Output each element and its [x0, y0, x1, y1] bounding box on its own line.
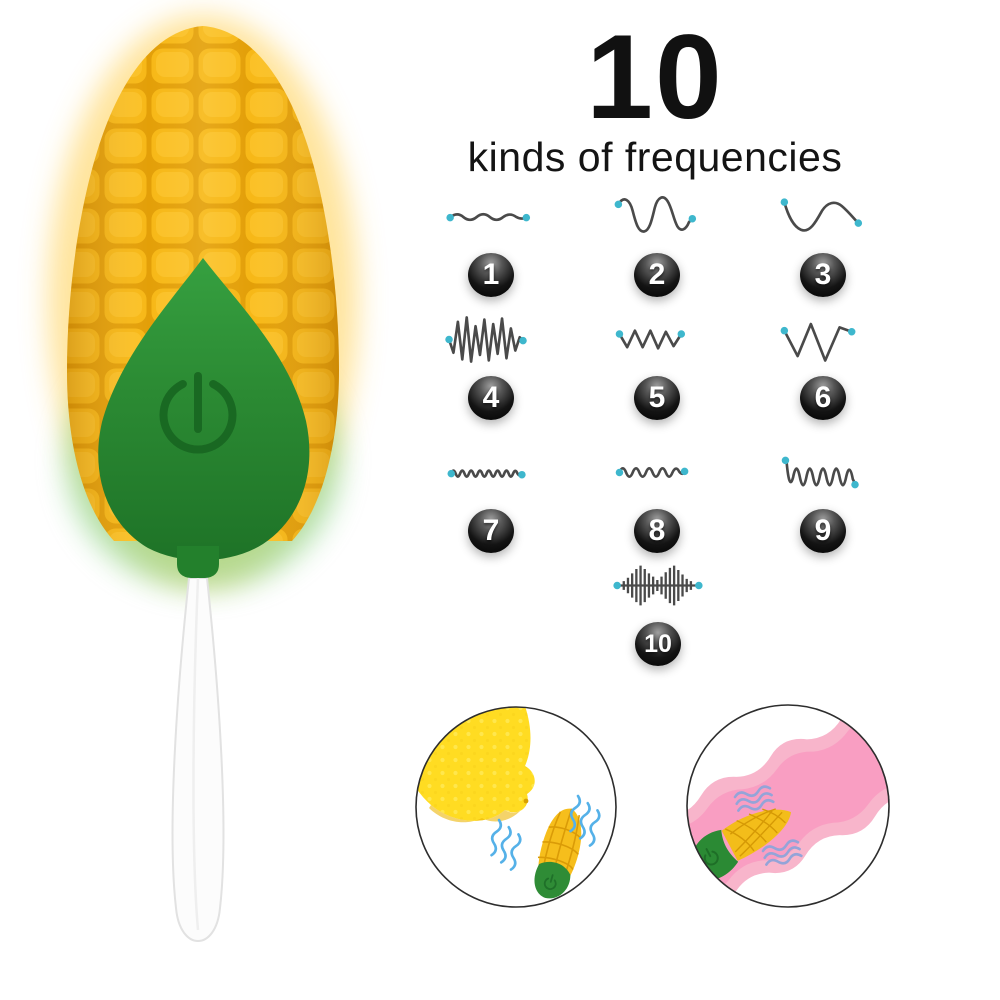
wave-pattern-9-icon [781, 456, 859, 489]
vibration-waves-left-icon [490, 794, 601, 871]
wave-line [618, 467, 686, 478]
frequency-count: 10 [586, 10, 724, 144]
wave-line [617, 565, 699, 606]
wave-pattern-10-icon [613, 565, 703, 606]
frequency-mode-4: 4 [408, 313, 574, 420]
wave-line [449, 469, 524, 478]
inset-circle-outline [415, 706, 617, 908]
inserted-power-icon [703, 848, 719, 866]
cord-stub [177, 546, 219, 578]
mode-number-badge: 10 [635, 622, 681, 666]
mode-number-badge: 4 [468, 376, 514, 420]
power-icon [159, 372, 237, 454]
frequency-row-1: 1 2 3 [408, 190, 908, 297]
frequency-mode-6: 6 [740, 313, 906, 420]
frequency-mode-1: 1 [408, 190, 574, 297]
mode-number-badge: 8 [634, 509, 680, 553]
wave-pattern-3-icon [780, 198, 863, 232]
wave-pattern-6-icon [780, 322, 856, 362]
header: 10 kinds of frequencies [420, 10, 890, 181]
wave-line [783, 200, 860, 232]
wave-line [618, 329, 683, 350]
husk-base [98, 258, 310, 578]
wave-pattern-7-icon [447, 469, 526, 479]
inset-circle-outline [686, 704, 890, 908]
mode-number-badge: 2 [634, 253, 680, 297]
mini-corn-husk [534, 861, 571, 899]
lemon-shadow [429, 805, 521, 823]
frequency-row-3: 7 8 9 [408, 446, 908, 553]
mode-number-badge: 5 [634, 376, 680, 420]
wave-line [617, 196, 694, 233]
wave-pattern-8-icon [615, 467, 689, 478]
mini-power-icon [543, 874, 557, 890]
wave-line [785, 460, 857, 487]
wave-pattern-2-icon [614, 196, 697, 233]
frequency-row-4: 10 [408, 559, 908, 666]
frequency-mode-3: 3 [740, 190, 906, 297]
mode-number-badge: 7 [468, 509, 514, 553]
retrieval-cord [171, 577, 225, 942]
mode-number-badge: 9 [800, 509, 846, 553]
mode-number-badge: 3 [800, 253, 846, 297]
wave-pattern-5-icon [615, 329, 686, 350]
wave-line [783, 322, 854, 362]
mode-number-badge: 6 [800, 376, 846, 420]
wave-pattern-1-icon [446, 212, 531, 222]
wave-line [447, 316, 525, 363]
header-subtitle: kinds of frequencies [467, 134, 843, 180]
frequency-mode-7: 7 [408, 446, 574, 553]
frequency-mode-2: 2 [574, 190, 740, 297]
cord-inner-strand [192, 577, 200, 931]
lemon-tip [523, 798, 529, 804]
corn-egg-vibrator-illustration [48, 15, 358, 942]
frequency-mode-8: 8 [574, 446, 740, 553]
power-icon-arc [159, 380, 237, 454]
mode-number-badge: 1 [468, 253, 514, 297]
frequency-mode-9: 9 [740, 446, 906, 553]
cord-loop [171, 577, 225, 942]
vibration-waves-right-icon [733, 785, 803, 866]
frequency-mode-10: 10 [575, 559, 741, 666]
lemon [416, 707, 535, 823]
inset-internal-demo [686, 704, 890, 908]
inserted-corn-kernel-lines [724, 808, 786, 857]
frequency-mode-5: 5 [574, 313, 740, 420]
inset-lemon-demo [415, 706, 617, 908]
husk-leaf [98, 258, 310, 561]
wave-pattern-4-icon [445, 316, 527, 363]
lemon-texture [416, 707, 535, 821]
mini-corn-egg [534, 808, 582, 899]
wave-line [448, 212, 528, 222]
frequency-modes-grid: 1 2 3 4 [408, 190, 908, 666]
frequency-row-2: 4 5 6 [408, 313, 908, 420]
